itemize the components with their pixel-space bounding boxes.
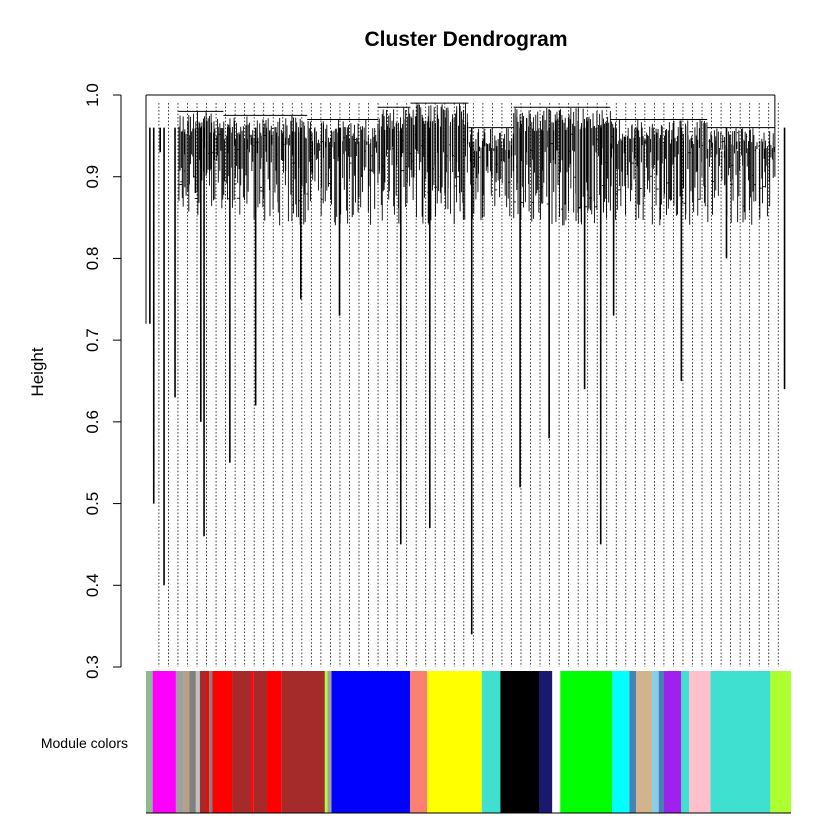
y-tick-label: 0.8 xyxy=(83,247,102,271)
module-color-segment xyxy=(538,671,553,813)
module-color-segment xyxy=(199,671,207,813)
module-color-segment xyxy=(689,671,711,813)
module-color-segment xyxy=(331,671,410,813)
module-color-segment xyxy=(629,671,637,813)
module-color-segment xyxy=(253,671,268,813)
module-color-segment xyxy=(560,671,613,813)
y-tick-label: 0.3 xyxy=(83,655,102,679)
y-axis: 0.3 0.4 0.5 0.6 0.7 0.8 0.9 1.0 xyxy=(83,83,122,679)
module-color-segment xyxy=(183,671,190,813)
y-axis-label: Height xyxy=(28,347,47,396)
y-tick-label: 0.9 xyxy=(83,165,102,189)
module-color-segment xyxy=(481,671,501,813)
module-color-segment xyxy=(195,671,200,813)
chart-title: Cluster Dendrogram xyxy=(364,28,567,51)
module-color-segment xyxy=(267,671,282,813)
module-color-segment xyxy=(327,671,332,813)
module-color-segment xyxy=(206,671,210,813)
module-color-segment xyxy=(146,671,153,813)
module-color-segment xyxy=(710,671,771,813)
y-tick-label: 0.5 xyxy=(83,492,102,516)
module-color-segment xyxy=(232,671,252,813)
module-color-segment xyxy=(658,671,664,813)
y-tick-label: 0.6 xyxy=(83,410,102,434)
module-color-segment xyxy=(152,671,176,813)
module-color-segment xyxy=(212,671,233,813)
module-color-segment xyxy=(500,671,539,813)
module-color-segment xyxy=(552,671,561,813)
y-tick-label: 0.4 xyxy=(83,573,102,597)
module-color-segment xyxy=(409,671,428,813)
module-color-segment xyxy=(652,671,659,813)
module-color-bar xyxy=(146,671,791,814)
module-color-segment xyxy=(189,671,196,813)
module-color-segment xyxy=(663,671,682,813)
y-tick-label: 1.0 xyxy=(83,83,102,107)
module-color-segment xyxy=(636,671,653,813)
y-tick-label: 0.7 xyxy=(83,328,102,352)
module-color-segment xyxy=(251,671,254,813)
module-color-segment xyxy=(770,671,791,813)
module-color-segment xyxy=(681,671,690,813)
dendrogram-tree xyxy=(145,94,786,667)
module-colors-label: Module colors xyxy=(41,735,128,751)
module-color-segment xyxy=(427,671,482,813)
module-color-segment xyxy=(612,671,630,813)
module-color-segment xyxy=(281,671,325,813)
module-color-segment xyxy=(175,671,184,813)
module-color-segment xyxy=(209,671,213,813)
module-color-segment xyxy=(324,671,328,813)
